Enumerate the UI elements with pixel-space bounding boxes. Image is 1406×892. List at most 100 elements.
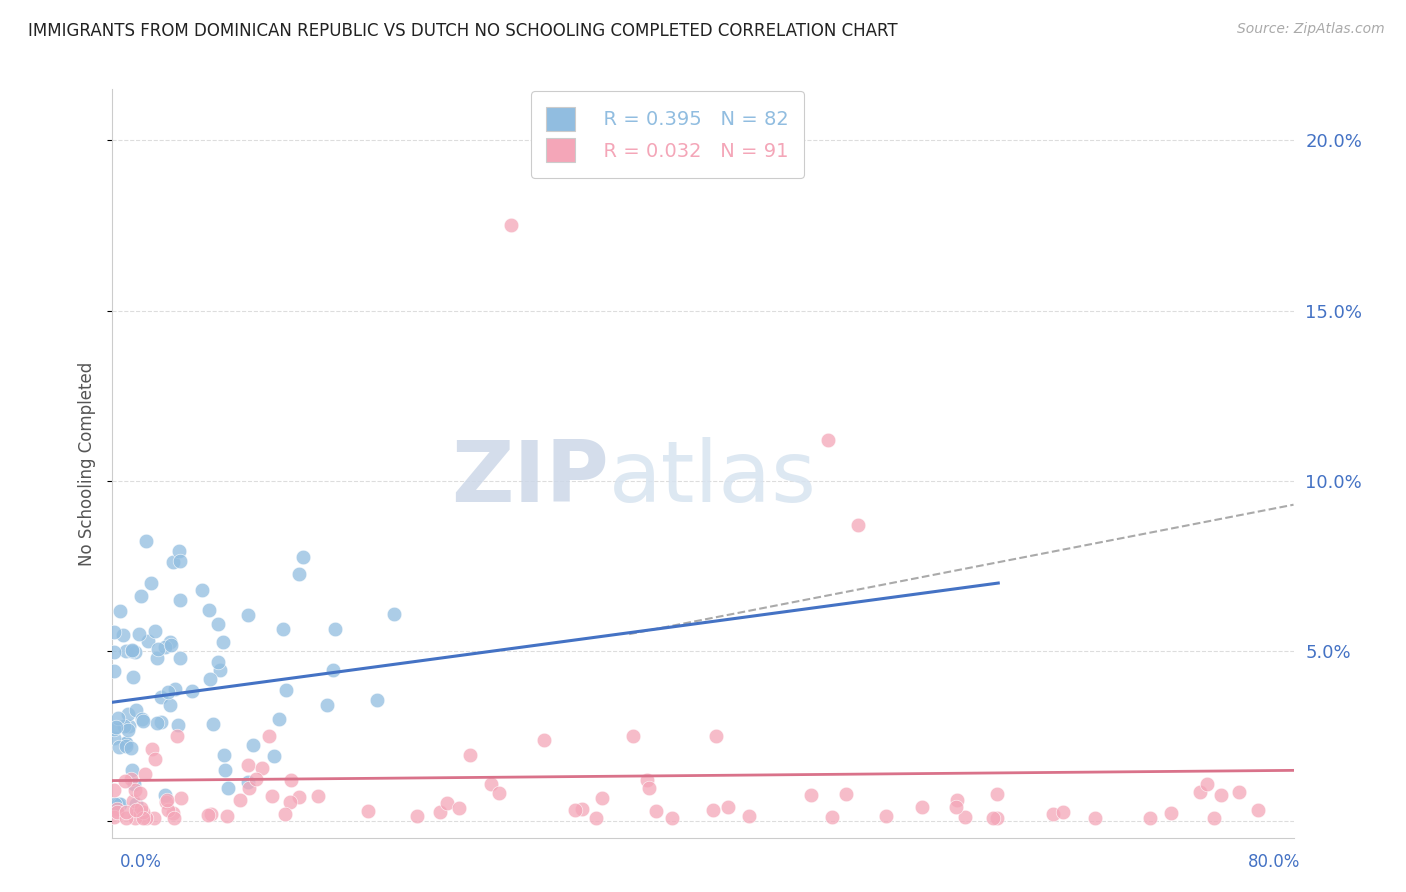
Point [103,782,125,797]
Point [501,219,523,233]
Point [159,698,181,713]
Point [533,732,555,747]
Point [105,802,128,816]
Point [460,747,482,762]
Point [131,714,153,728]
Point [236,758,259,772]
Point [875,809,897,823]
Point [821,810,844,824]
Point [121,642,143,657]
Point [122,776,145,790]
Point [229,793,252,807]
Point [103,665,125,679]
Point [280,773,302,788]
Point [269,712,291,726]
Legend:   R = 0.395   N = 82,   R = 0.032   N = 91: R = 0.395 N = 82, R = 0.032 N = 91 [531,91,804,178]
Point [143,752,166,766]
Point [945,799,967,814]
Point [1227,785,1250,799]
Point [382,607,405,621]
Point [292,549,315,564]
Point [704,729,727,743]
Point [644,804,666,818]
Point [200,806,222,821]
Point [571,802,593,816]
Point [103,645,125,659]
Point [1052,805,1074,819]
Point [986,787,1008,801]
Point [115,739,138,753]
Point [198,602,221,616]
Text: Source: ZipAtlas.com: Source: ZipAtlas.com [1237,22,1385,37]
Point [846,518,869,533]
Point [153,640,176,654]
Point [124,783,146,797]
Point [149,714,172,729]
Point [274,682,297,697]
Point [800,788,823,802]
Point [103,810,125,824]
Point [169,592,191,607]
Point [114,805,136,819]
Point [661,811,683,825]
Point [112,719,135,733]
Text: IMMIGRANTS FROM DOMINICAN REPUBLIC VS DUTCH NO SCHOOLING COMPLETED CORRELATION C: IMMIGRANTS FROM DOMINICAN REPUBLIC VS DU… [28,22,898,40]
Point [946,793,969,807]
Point [162,805,184,820]
Point [155,793,177,807]
Point [155,795,177,809]
Point [817,433,839,447]
Point [124,645,146,659]
Point [636,773,658,788]
Point [104,720,127,734]
Point [132,811,155,825]
Point [197,808,219,822]
Point [307,789,329,803]
Point [169,651,191,665]
Point [288,789,311,804]
Point [245,772,267,786]
Point [217,809,239,823]
Point [141,741,163,756]
Point [274,806,297,821]
Text: 80.0%: 80.0% [1249,853,1301,871]
Point [114,773,136,788]
Point [201,717,224,731]
Point [143,811,166,825]
Point [200,673,222,687]
Point [263,749,285,764]
Point [207,616,229,631]
Point [621,729,644,743]
Point [259,729,281,743]
Point [125,803,148,817]
Point [169,554,191,568]
Point [585,811,607,825]
Point [181,683,204,698]
Point [103,624,125,639]
Point [479,777,502,791]
Text: atlas: atlas [609,437,817,520]
Point [1188,785,1211,799]
Point [167,544,190,558]
Point [190,582,212,597]
Point [121,794,143,808]
Point [315,698,337,712]
Point [271,622,294,636]
Point [238,607,260,622]
Point [111,628,134,642]
Point [1204,811,1226,825]
Point [153,789,176,803]
Point [162,555,184,569]
Point [122,670,145,684]
Point [212,747,235,762]
Point [953,810,976,824]
Point [120,772,142,787]
Point [132,805,155,820]
Point [108,739,131,754]
Point [115,644,138,658]
Point [157,803,180,817]
Point [150,690,173,704]
Point [145,716,167,731]
Point [115,736,138,750]
Point [488,786,510,800]
